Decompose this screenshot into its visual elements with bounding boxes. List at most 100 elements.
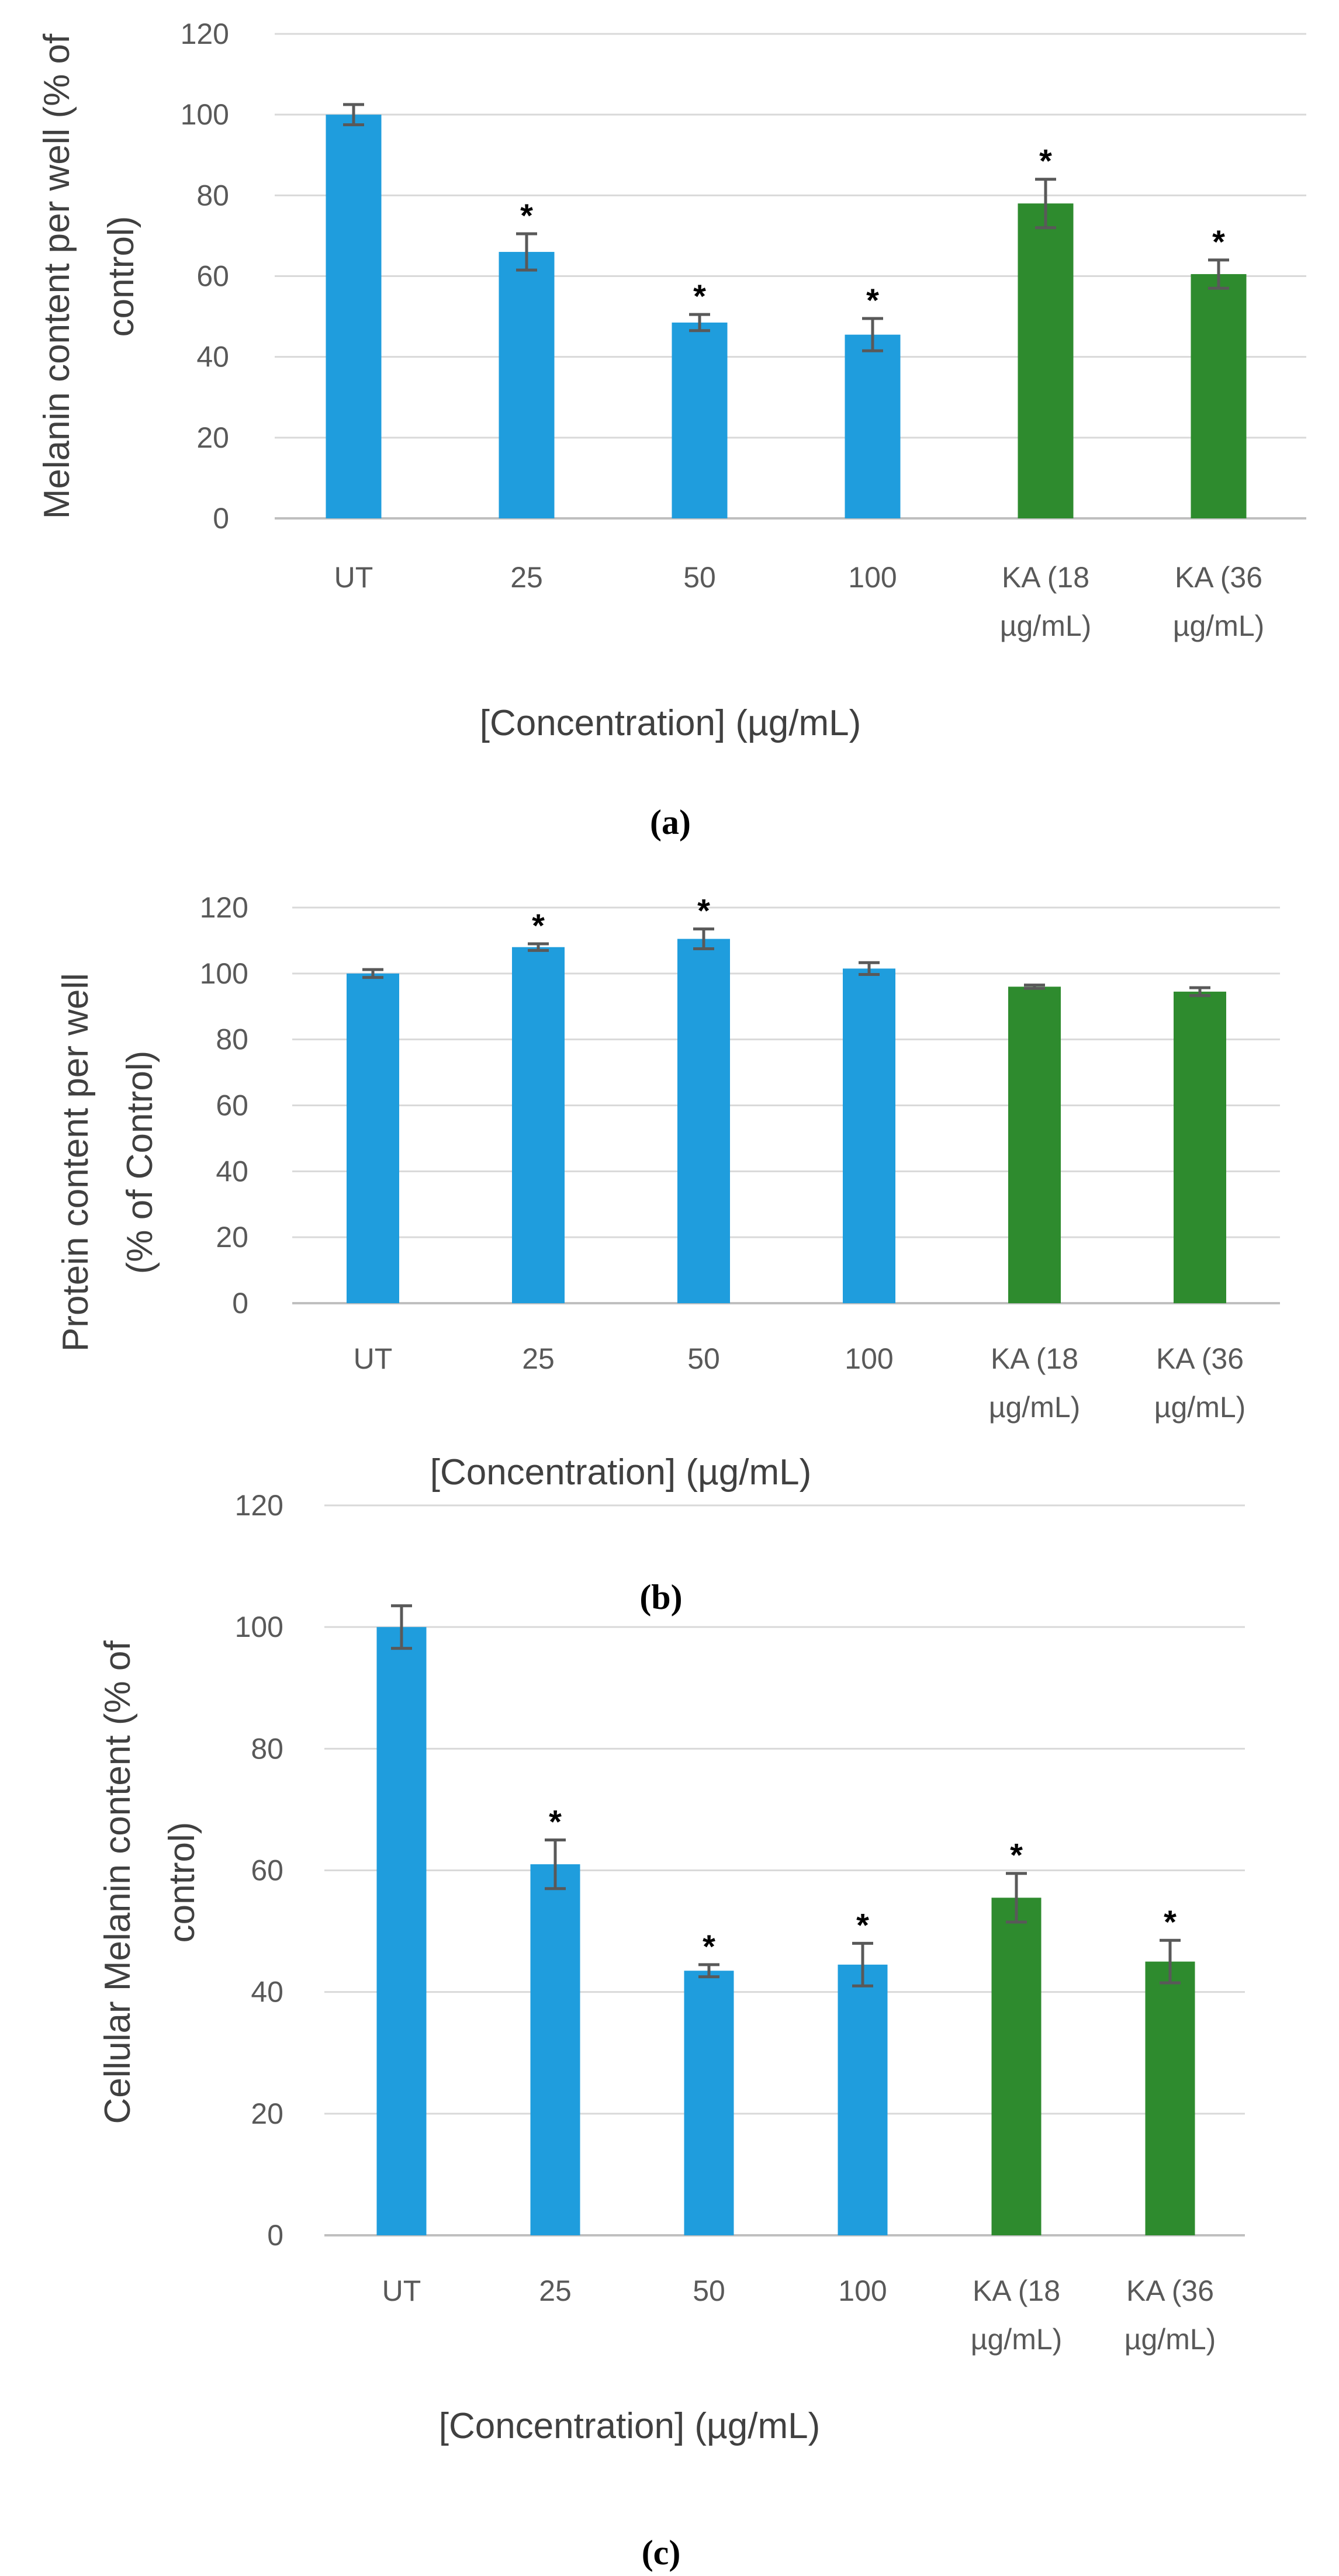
x-category-label: 25 [510,561,543,594]
x-category-label-line: µg/mL) [1173,610,1265,642]
x-category-label-line: µg/mL) [971,2323,1063,2356]
x-category-label: 50 [693,2274,725,2307]
x-category-label-line: 100 [838,2274,887,2307]
error-bar [343,103,364,126]
x-category-label-line: KA (36 [1156,1342,1244,1375]
x-category-label: KA (36 µg/mL) [1173,561,1265,642]
error-bar [391,1604,412,1650]
y-axis-title: Protein content per well (% of Control) [56,973,160,1352]
bar [991,1898,1042,2235]
bar [1008,986,1061,1303]
x-category-label: 50 [687,1342,720,1375]
y-tick-label: 0 [232,1287,248,1320]
bar [677,939,730,1303]
x-category-label-line: 50 [693,2274,725,2307]
x-category-label: KA (36 µg/mL) [1154,1342,1246,1424]
bar [512,947,565,1303]
significance-marker: * [1212,223,1225,260]
bar [347,973,399,1303]
x-category-label: 100 [848,561,897,594]
x-category-label-line: UT [334,561,373,594]
x-category-label-line: KA (18 [991,1342,1078,1375]
y-axis-title-line: Melanin content per well (% of [37,33,77,519]
y-axis-title-line: control) [162,1822,202,1943]
significance-marker: * [1010,1837,1023,1874]
bar [1174,991,1226,1303]
significance-marker: * [520,197,533,234]
x-category-label-line: 50 [683,561,716,594]
x-category-label-line: 25 [522,1342,555,1375]
bar [684,1971,734,2235]
y-axis-title: Cellular Melanin content (% of control) [98,1640,202,2124]
y-tick-label: 40 [196,341,229,373]
error-bar [862,317,883,352]
error-bar [1189,986,1210,998]
panel-caption: (b) [639,1578,682,1616]
x-category-label: 25 [522,1342,555,1375]
x-category-label-line: KA (18 [973,2274,1060,2307]
x-category-label-line: µg/mL) [989,1391,1081,1424]
y-tick-label: 120 [181,18,229,50]
error-bar [1160,1938,1181,1985]
significance-marker: * [549,1803,562,1840]
error-bar [693,927,714,951]
bar [845,334,901,518]
x-category-label-line: KA (36 [1175,561,1262,594]
y-tick-label: 0 [213,502,229,535]
panel-caption: (a) [650,803,691,842]
bar [843,968,895,1303]
y-tick-label: 100 [200,957,248,990]
x-category-label-line: UT [382,2274,421,2307]
x-category-label-line: 100 [845,1342,893,1375]
significance-marker: * [532,907,545,944]
x-category-label-line: µg/mL) [1125,2323,1216,2356]
bar [326,115,382,518]
bar [1018,203,1074,518]
y-tick-label: 80 [216,1023,248,1056]
x-category-label-line: UT [354,1342,393,1375]
error-bar [1035,178,1056,230]
significance-marker: * [866,282,879,318]
x-category-label: KA (36 µg/mL) [1125,2274,1216,2356]
x-category-label: KA (18 µg/mL) [1000,561,1092,642]
bar [376,1627,427,2235]
significance-marker: * [1039,143,1052,179]
bar [838,1964,888,2235]
significance-marker: * [1164,1903,1177,1940]
bar [530,1864,580,2235]
x-axis-title: [Concentration] (µg/mL) [430,1452,812,1493]
y-axis-title-line: (% of Control) [120,1051,160,1274]
x-axis-title: [Concentration] (µg/mL) [439,2406,821,2446]
x-category-label-line: 50 [687,1342,720,1375]
x-category-label-line: 100 [848,561,897,594]
significance-marker: * [856,1906,869,1943]
x-category-label-line: 25 [510,561,543,594]
significance-marker: * [693,278,706,314]
x-category-label-line: KA (18 [1002,561,1089,594]
x-category-label: KA (18 µg/mL) [989,1342,1081,1424]
error-bar [852,1941,873,1988]
x-category-label-line: KA (36 [1126,2274,1214,2307]
y-tick-label: 120 [200,891,248,924]
chart-panel-1: 0 20 40 60 80 100 120 UT * 25 * 50 * 100 * KA (18 µg/mL)… [37,18,1306,842]
y-tick-label: 40 [251,1976,283,2009]
y-tick-label: 60 [196,260,229,293]
significance-marker: * [703,1928,715,1965]
error-bar [689,313,710,333]
y-tick-label: 60 [251,1854,283,1887]
y-axis-title: Melanin content per well (% of control) [37,33,141,519]
y-tick-label: 80 [196,179,229,212]
x-category-label: 100 [845,1342,893,1375]
y-tick-label: 20 [251,2097,283,2130]
significance-marker: * [697,892,710,929]
bar [1145,1961,1195,2235]
x-category-label-line: µg/mL) [1000,610,1092,642]
bar [672,322,728,518]
y-tick-label: 100 [235,1611,283,1643]
error-bar [362,968,383,979]
bar [499,252,555,518]
x-category-label: 100 [838,2274,887,2307]
x-category-label: UT [354,1342,393,1375]
x-axis-title: [Concentration] (µg/mL) [480,703,861,743]
